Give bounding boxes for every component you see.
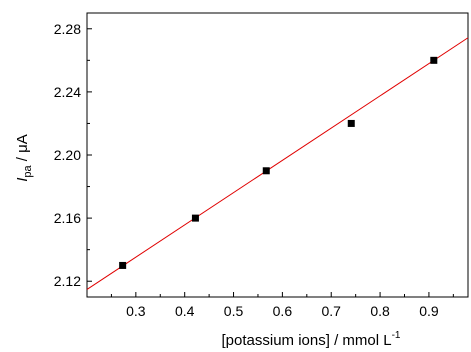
x-tick-label: 0.4: [175, 303, 195, 319]
data-points-layer: [119, 56, 438, 269]
y-tick-label: 2.20: [54, 147, 81, 163]
y-tick-label: 2.28: [54, 21, 81, 37]
y-axis-title: Ipa / μA: [14, 134, 34, 182]
y-tick-label: 2.16: [54, 210, 81, 226]
x-axis-title: [potassium ions] / mmol L-1: [222, 330, 401, 349]
x-tick-label: 0.9: [419, 303, 439, 319]
fit-line: [86, 37, 469, 290]
data-point: [191, 214, 199, 222]
y-tick-label: 2.24: [54, 84, 81, 100]
x-tick-label: 0.6: [273, 303, 293, 319]
data-point: [119, 261, 127, 269]
data-point: [262, 167, 270, 175]
x-tick-label: 0.3: [126, 303, 146, 319]
x-axis: 0.3 0.4 0.5 0.6 0.7 0.8 0.9: [110, 292, 454, 319]
data-point: [347, 119, 355, 127]
x-tick-label: 0.7: [321, 303, 341, 319]
plot-frame: [86, 12, 469, 298]
data-point: [430, 56, 438, 64]
x-tick-label: 0.8: [370, 303, 390, 319]
y-tick-label: 2.12: [54, 273, 81, 289]
fit-line-layer: [86, 37, 469, 290]
y-axis: 2.12 2.16 2.20 2.24 2.28: [54, 21, 92, 289]
x-tick-label: 0.5: [224, 303, 244, 319]
